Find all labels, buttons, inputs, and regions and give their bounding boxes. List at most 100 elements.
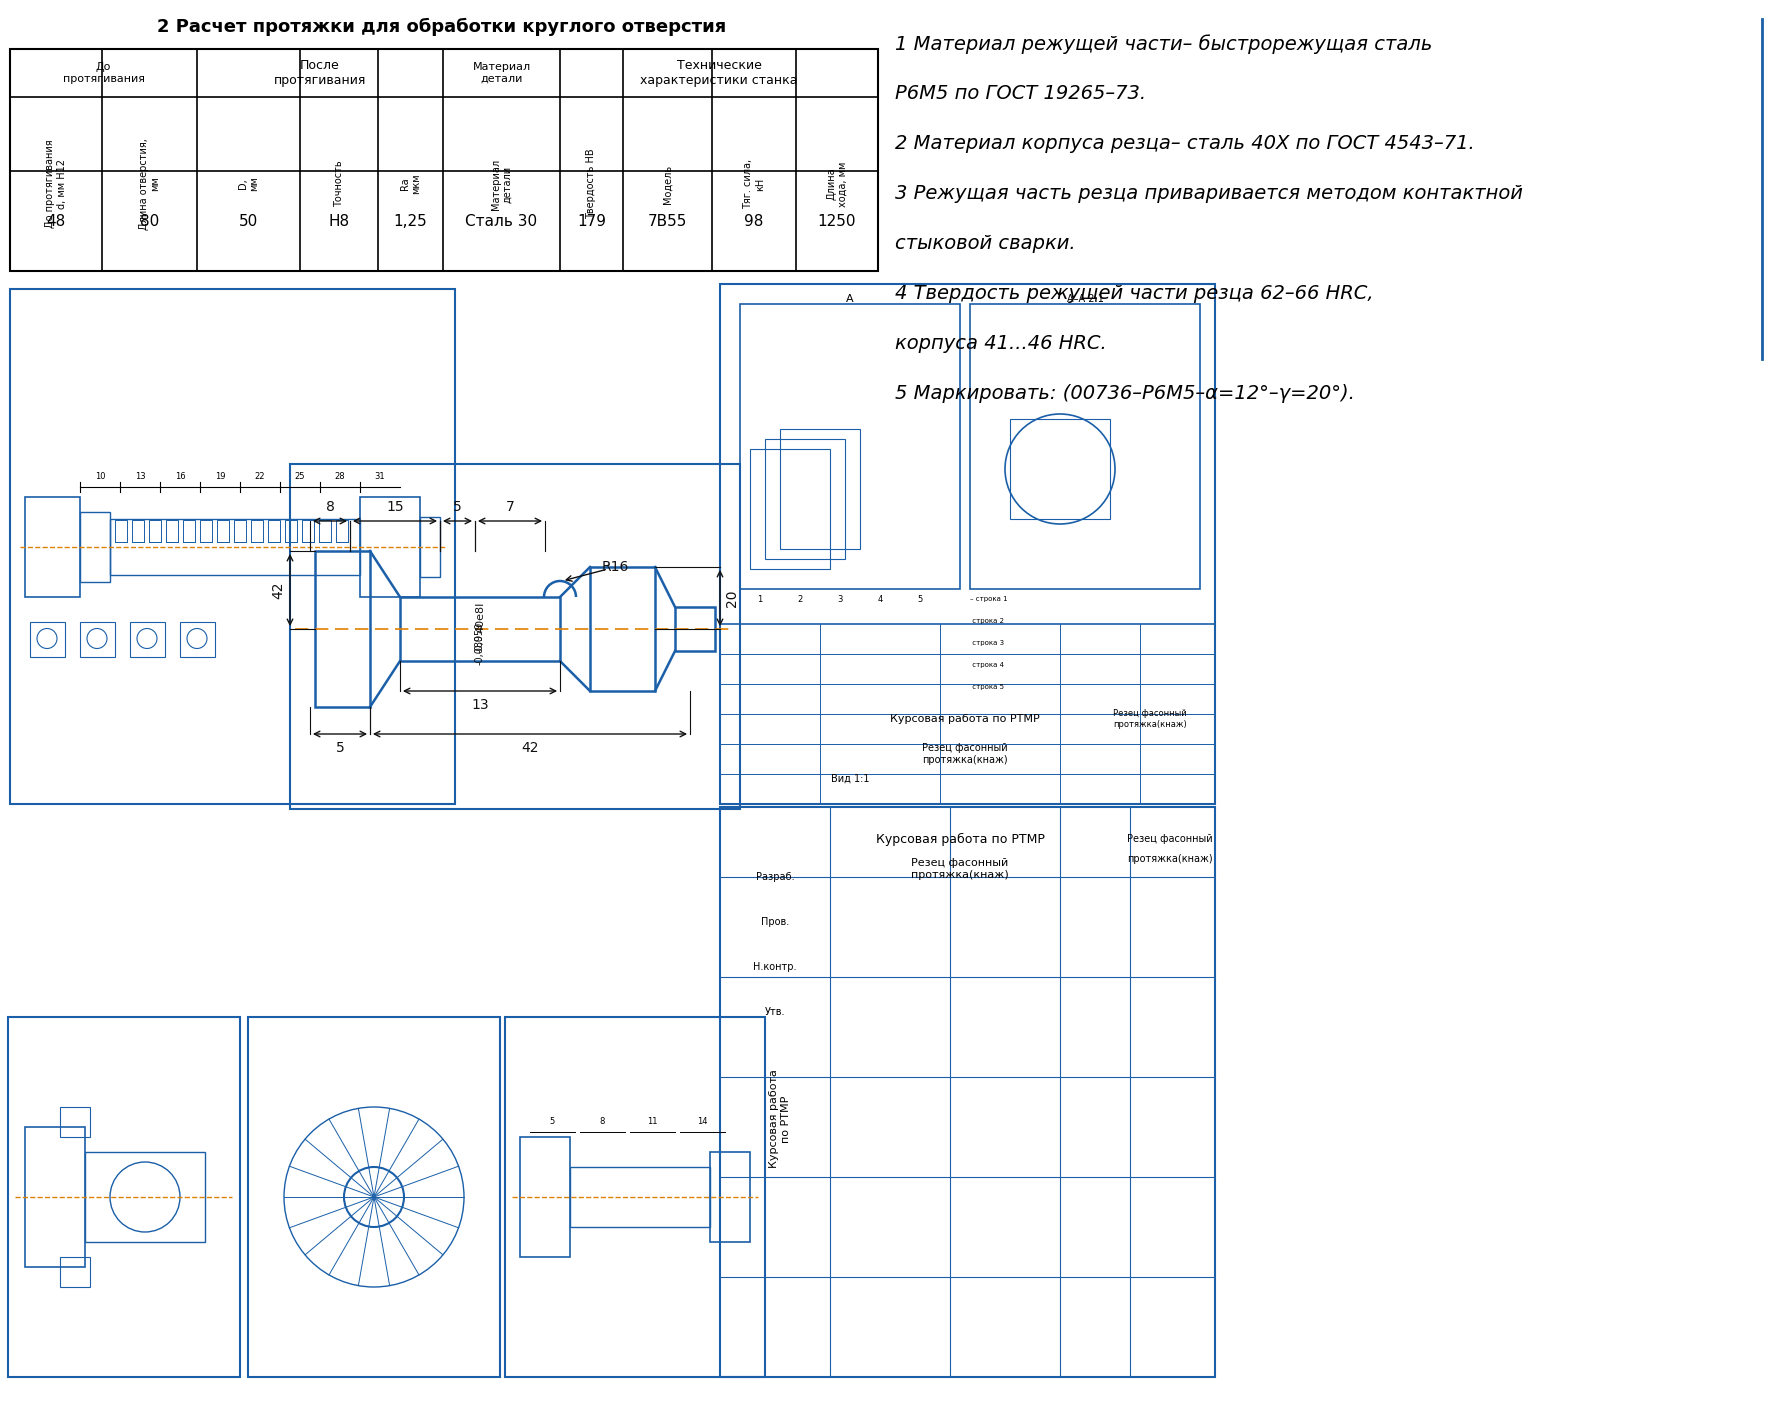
Text: Твердость НВ: Твердость НВ: [587, 149, 596, 220]
Bar: [200, 519, 212, 542]
Text: 10: 10: [96, 473, 104, 481]
Bar: [248, 1017, 501, 1376]
Text: H8: H8: [329, 213, 350, 228]
Text: строка 2: строка 2: [969, 619, 1005, 624]
Bar: [133, 519, 143, 542]
Text: 31: 31: [375, 473, 386, 481]
Text: 5: 5: [550, 1118, 555, 1127]
Bar: [504, 1017, 764, 1376]
Text: 20: 20: [725, 589, 739, 607]
Bar: [25, 1127, 85, 1267]
Text: Резец фасонный
протяжка(кнаж): Резец фасонный протяжка(кнаж): [922, 744, 1008, 765]
Bar: [315, 551, 370, 707]
Text: 16: 16: [175, 473, 186, 481]
Text: 1 Материал режущей части– быстрорежущая сталь: 1 Материал режущей части– быстрорежущая …: [895, 34, 1433, 54]
Text: 4: 4: [877, 595, 883, 603]
Text: 2 Расчет протяжки для обработки круглого отверстия: 2 Расчет протяжки для обработки круглого…: [157, 18, 727, 35]
Bar: [361, 497, 419, 596]
Text: 5: 5: [336, 741, 345, 755]
Bar: [110, 518, 361, 575]
Text: A: A: [846, 294, 854, 304]
Text: 179: 179: [577, 213, 607, 228]
Text: Резец фасонный: Резец фасонный: [1127, 834, 1214, 844]
Bar: [149, 519, 161, 542]
Text: До
протягивания: До протягивания: [62, 62, 145, 84]
Bar: [11, 289, 455, 805]
Bar: [60, 1257, 90, 1287]
Bar: [166, 519, 179, 542]
Text: 11: 11: [647, 1118, 658, 1127]
Text: Вид 1:1: Вид 1:1: [831, 773, 869, 785]
Text: 13: 13: [134, 473, 145, 481]
Bar: [720, 284, 1215, 805]
Bar: [764, 438, 846, 559]
Bar: [969, 304, 1199, 589]
Text: A–A 2:1: A–A 2:1: [1067, 294, 1104, 304]
Bar: [267, 519, 280, 542]
Bar: [750, 448, 830, 569]
Text: D,
мм: D, мм: [237, 176, 260, 192]
Text: 80: 80: [140, 213, 159, 228]
Text: 28: 28: [334, 473, 345, 481]
Text: 14: 14: [697, 1118, 708, 1127]
Text: Р6М5 по ГОСТ 19265–73.: Р6М5 по ГОСТ 19265–73.: [895, 84, 1146, 104]
Text: Длина
хода, мм: Длина хода, мм: [826, 162, 847, 207]
Bar: [182, 519, 195, 542]
Bar: [720, 807, 1215, 1376]
Bar: [234, 519, 246, 542]
Text: – строка 1: – строка 1: [969, 596, 1008, 602]
Bar: [709, 1152, 750, 1242]
Text: Материал
детали: Материал детали: [472, 62, 531, 84]
Text: До протягивания
d, мм Н12: До протягивания d, мм Н12: [46, 139, 67, 228]
Bar: [591, 568, 655, 691]
Text: -0,059: -0,059: [476, 622, 485, 653]
Bar: [739, 304, 961, 589]
Bar: [419, 517, 440, 576]
Text: Курсовая работа по РТМР: Курсовая работа по РТМР: [876, 833, 1044, 846]
Bar: [251, 519, 264, 542]
Text: 3: 3: [837, 595, 842, 603]
Text: 42: 42: [271, 582, 285, 599]
Text: строка 5: строка 5: [969, 684, 1005, 690]
Text: Резец фасонный
протяжка(кнаж): Резец фасонный протяжка(кнаж): [911, 858, 1008, 880]
Bar: [11, 50, 877, 271]
Bar: [129, 622, 165, 657]
Text: 5: 5: [918, 595, 923, 603]
Text: 4 Твердость режущей части резца 62–66 HRC,: 4 Твердость режущей части резца 62–66 HR…: [895, 284, 1373, 304]
Bar: [720, 624, 1215, 805]
Text: 8: 8: [325, 499, 334, 514]
Bar: [80, 511, 110, 582]
Bar: [80, 622, 115, 657]
Bar: [676, 607, 715, 651]
Text: Технические
характеристики станка: Технические характеристики станка: [640, 60, 798, 87]
Text: протяжка(кнаж): протяжка(кнаж): [1127, 854, 1214, 864]
Text: 7: 7: [506, 499, 515, 514]
Text: строка 4: строка 4: [969, 663, 1005, 668]
Bar: [336, 519, 348, 542]
Bar: [85, 1152, 205, 1242]
Text: 40е8I: 40е8I: [476, 602, 485, 633]
Bar: [780, 429, 860, 549]
Text: После
протягивания: После протягивания: [274, 60, 366, 87]
Text: строка 3: строка 3: [969, 640, 1005, 646]
Text: -0,089: -0,089: [476, 633, 485, 664]
Text: 5 Маркировать: (00736–Р6М5–α=12°–γ=20°).: 5 Маркировать: (00736–Р6М5–α=12°–γ=20°).: [895, 385, 1355, 403]
Text: 15: 15: [386, 499, 403, 514]
Text: 98: 98: [745, 213, 764, 228]
Text: 8: 8: [600, 1118, 605, 1127]
Text: Резец фасонный
протяжка(кнаж): Резец фасонный протяжка(кнаж): [1113, 710, 1187, 729]
Text: 2 Материал корпуса резца– сталь 40Х по ГОСТ 4543–71.: 2 Материал корпуса резца– сталь 40Х по Г…: [895, 133, 1475, 153]
Text: Точность: Точность: [334, 160, 343, 207]
Text: 48: 48: [46, 213, 65, 228]
Text: 3 Режущая часть резца приваривается методом контактной: 3 Режущая часть резца приваривается мето…: [895, 184, 1523, 203]
Text: 13: 13: [471, 698, 488, 712]
Bar: [9, 1017, 241, 1376]
Text: Материал
детали: Материал детали: [490, 159, 513, 210]
Bar: [318, 519, 331, 542]
Text: Утв.: Утв.: [764, 1007, 785, 1017]
Bar: [285, 519, 297, 542]
Text: Ra
мкм: Ra мкм: [400, 173, 421, 194]
Text: 22: 22: [255, 473, 265, 481]
Bar: [302, 519, 315, 542]
Text: 7B55: 7B55: [647, 213, 686, 228]
